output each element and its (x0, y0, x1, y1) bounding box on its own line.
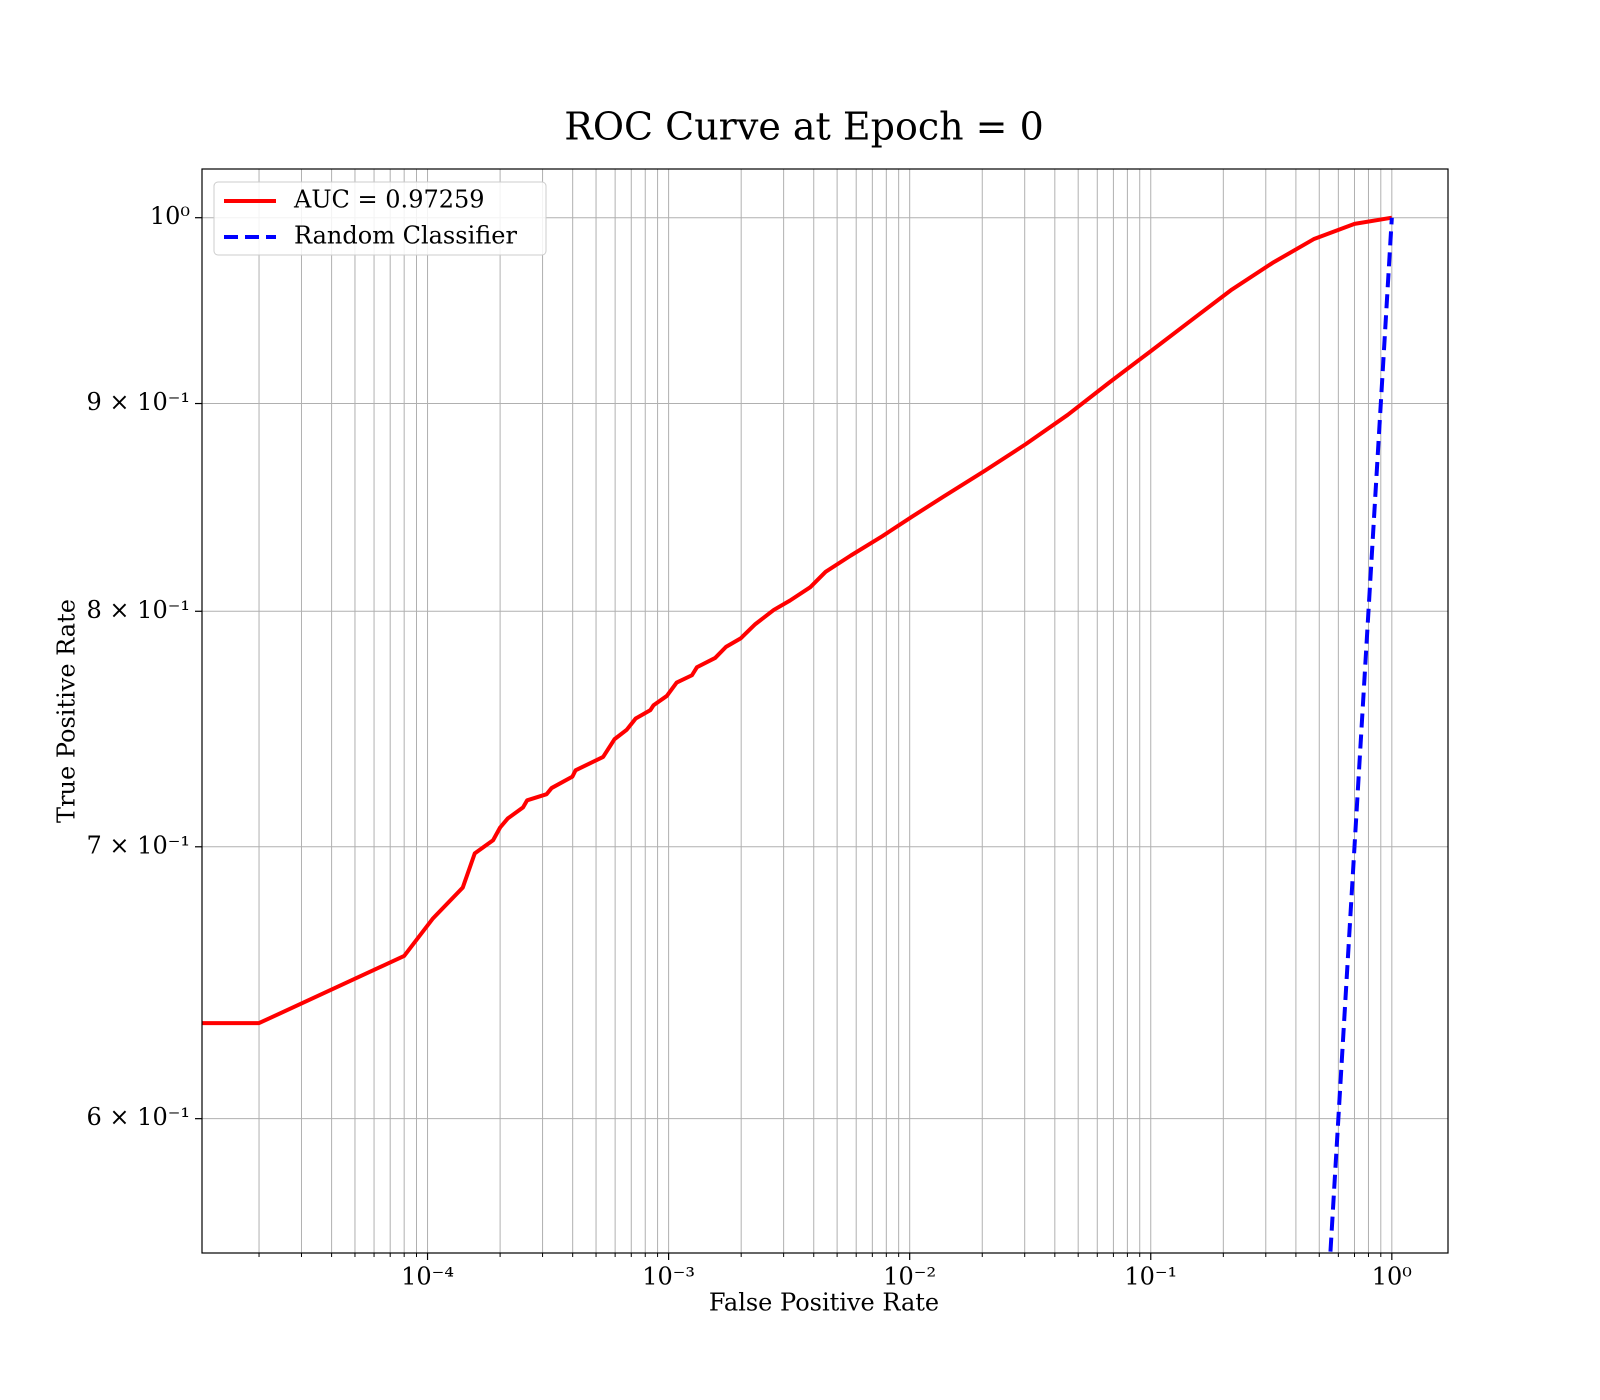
y-tick-label: 9 × 10⁻¹ (87, 388, 190, 416)
x-tick-label: 10⁻⁴ (401, 1263, 454, 1291)
y-axis-label: True Positive Rate (53, 599, 81, 823)
roc-line (1328, 217, 1394, 1253)
x-tick-label: 10⁻² (883, 1263, 936, 1291)
x-axis-label: False Positive Rate (709, 1289, 939, 1317)
y-tick-label: 10⁰ (150, 202, 190, 230)
y-tick-label: 8 × 10⁻¹ (87, 596, 190, 624)
x-tick-label: 10⁰ (1372, 1263, 1412, 1291)
legend-label: AUC = 0.97259 (293, 186, 485, 214)
legend-box (213, 181, 547, 256)
chart-title: ROC Curve at Epoch = 0 (564, 105, 1044, 149)
x-tick-label: 10⁻³ (642, 1263, 695, 1291)
roc-line (202, 215, 1393, 1026)
plot-frame (201, 168, 1449, 1254)
plot-area (202, 215, 1394, 1253)
y-tick-label: 7 × 10⁻¹ (87, 831, 190, 859)
y-tick-label: 6 × 10⁻¹ (87, 1103, 190, 1131)
x-tick-label: 10⁻¹ (1124, 1263, 1177, 1291)
legend-label: Random Classifier (294, 222, 517, 250)
